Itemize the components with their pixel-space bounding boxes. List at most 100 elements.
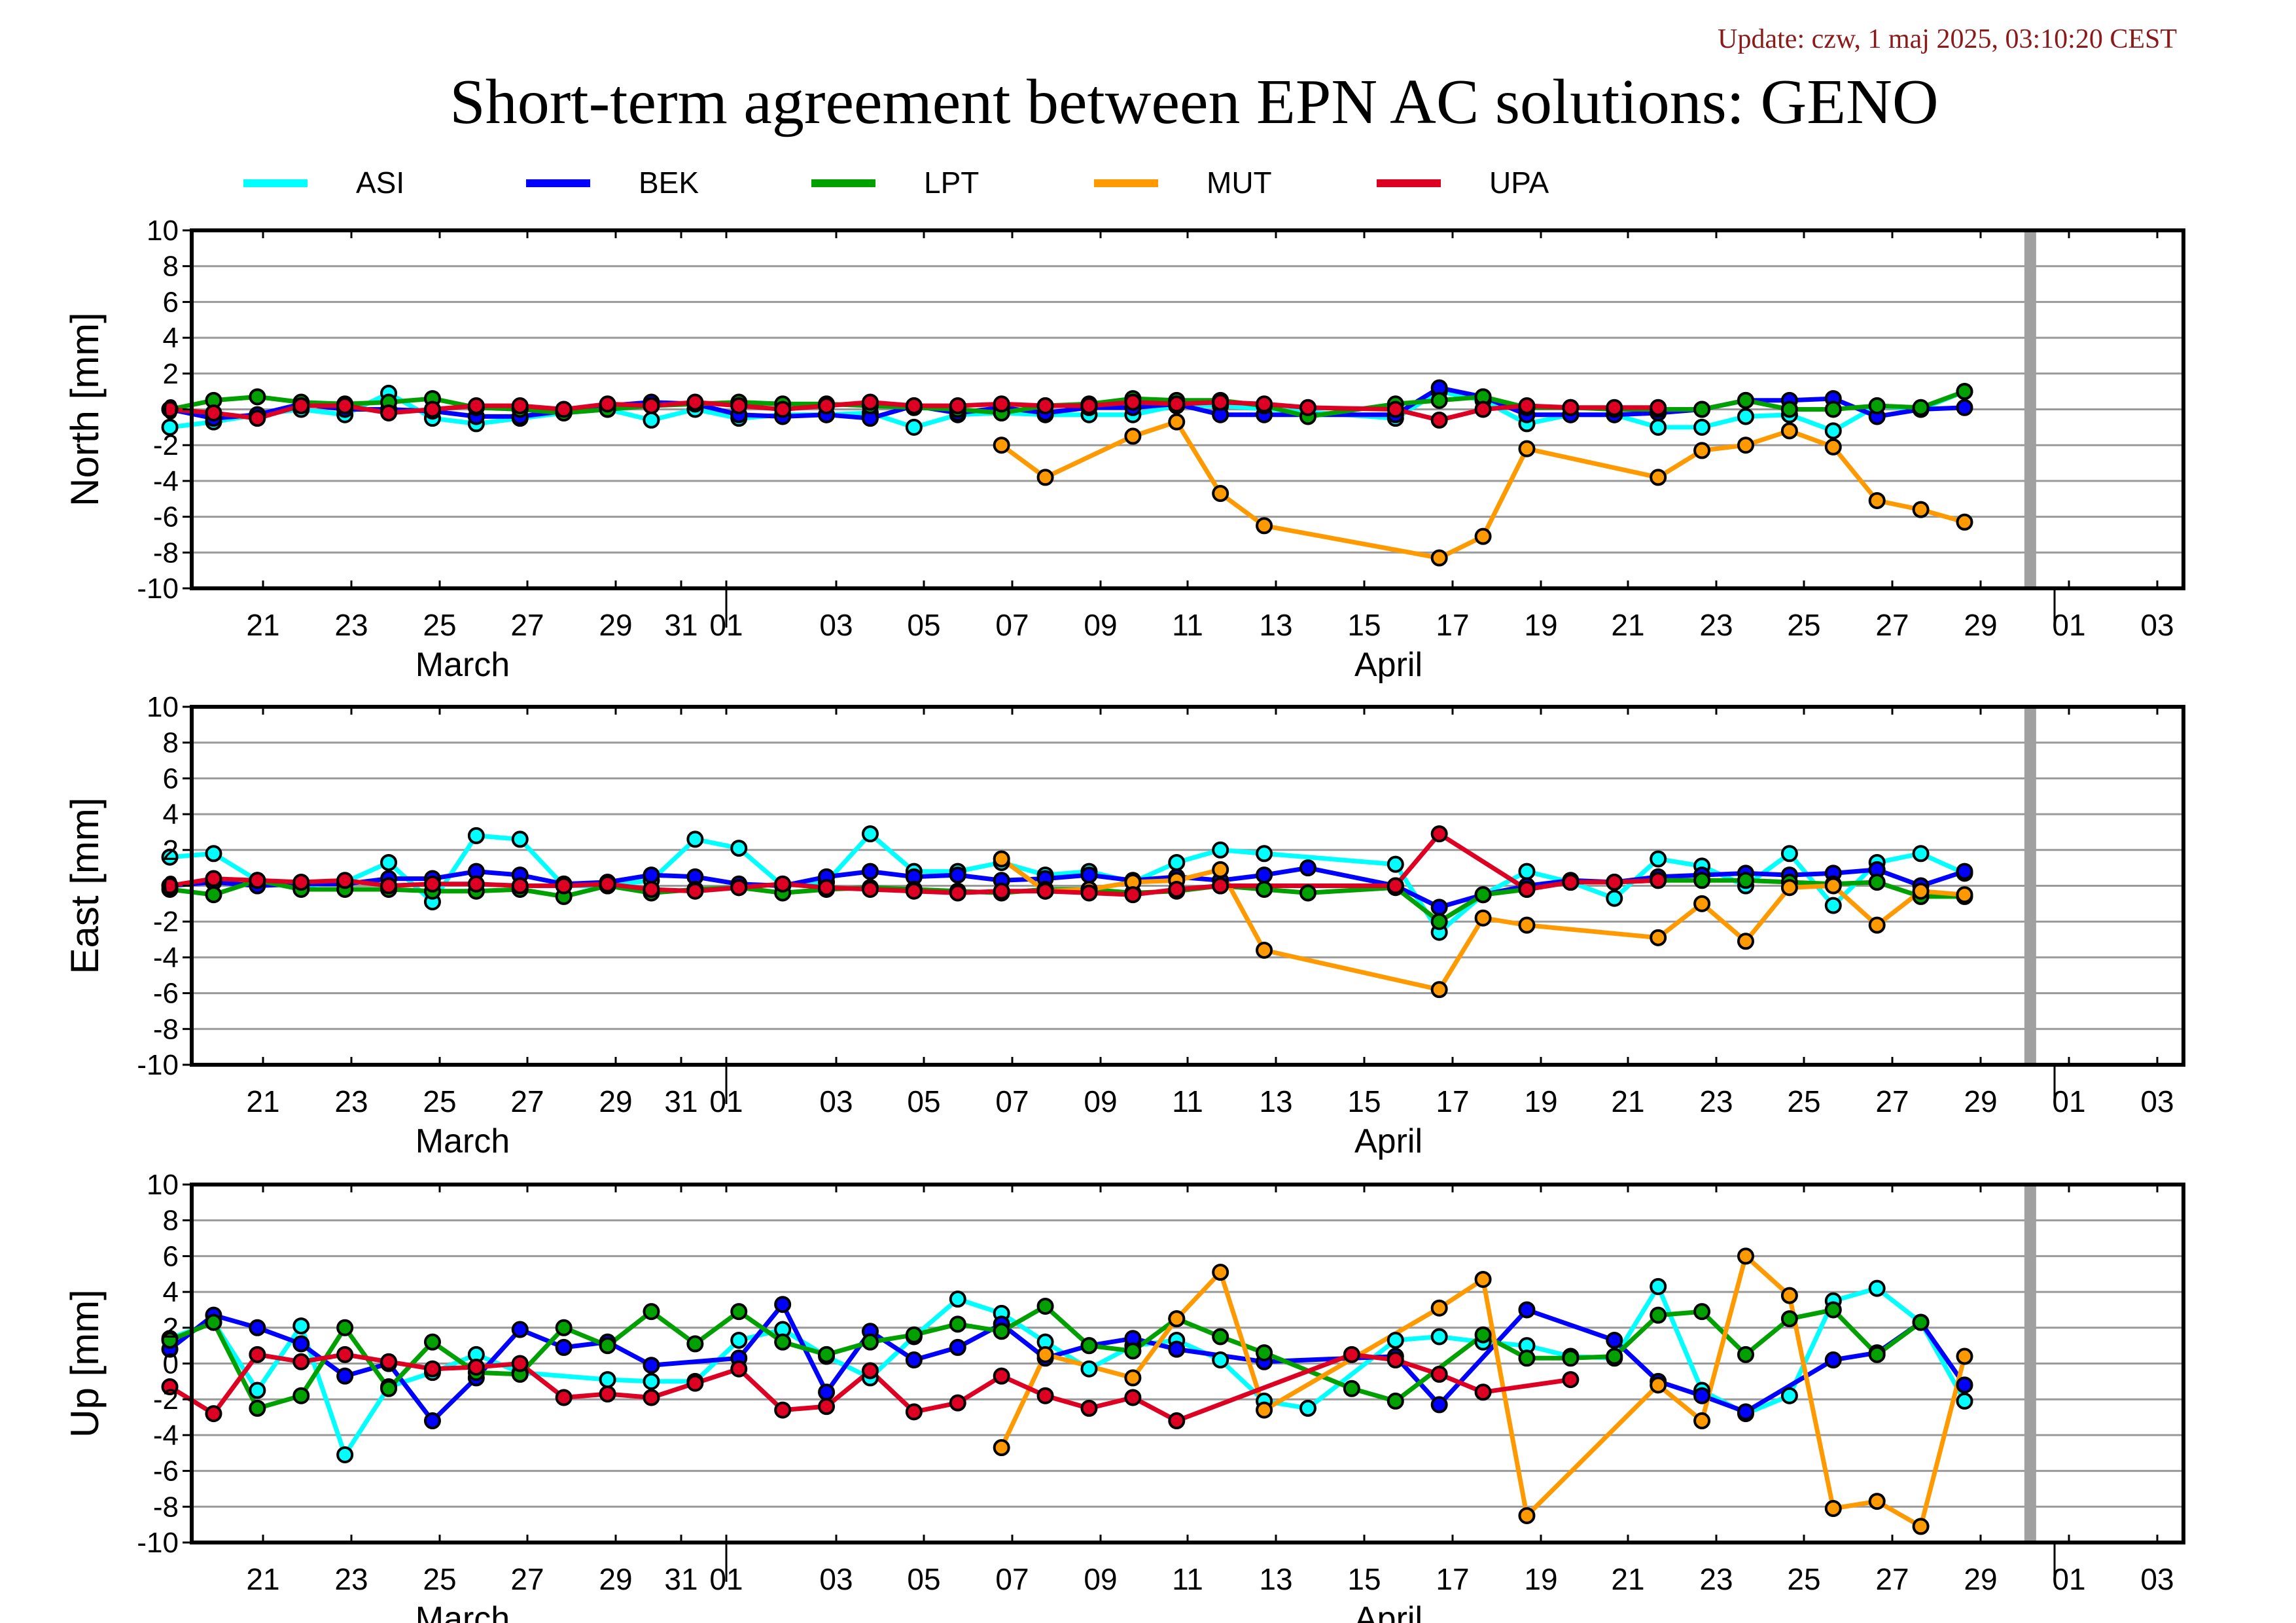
data-point-lpt — [1606, 1347, 1623, 1365]
x-tick-label: 09 — [1084, 608, 1117, 642]
data-point-mut — [1212, 1264, 1229, 1281]
data-point-upa — [161, 1378, 179, 1396]
x-tick-label: 19 — [1524, 608, 1557, 642]
y-tick-label: 0 — [163, 870, 179, 902]
data-point-upa — [774, 1401, 792, 1419]
data-point-mut — [1518, 916, 1536, 934]
legend-swatch-bek — [526, 179, 590, 187]
data-point-lpt — [1737, 872, 1754, 889]
data-point-bek — [1824, 1351, 1842, 1369]
data-point-lpt — [730, 1303, 748, 1321]
data-point-lpt — [1256, 1344, 1273, 1362]
y-tick-label: 6 — [163, 286, 179, 318]
data-point-upa — [249, 872, 266, 889]
data-point-mut — [1824, 877, 1842, 895]
data-point-asi — [1518, 863, 1536, 880]
data-point-upa — [467, 875, 485, 893]
data-point-mut — [1824, 438, 1842, 455]
data-point-lpt — [205, 1313, 222, 1331]
data-point-asi — [949, 1291, 966, 1308]
data-point-lpt — [249, 1399, 266, 1417]
legend-label-asi: ASI — [356, 166, 405, 200]
data-point-upa — [205, 870, 222, 887]
data-point-mut — [1737, 1247, 1754, 1265]
data-point-bek — [249, 1319, 266, 1336]
data-point-upa — [949, 1394, 966, 1412]
data-point-upa — [1124, 1389, 1142, 1406]
data-point-upa — [818, 1398, 836, 1416]
y-tick-label: 0 — [163, 1348, 179, 1380]
data-point-mut — [1868, 1493, 1886, 1510]
x-tick-label: 25 — [423, 608, 456, 642]
x-tick-label: 29 — [1964, 608, 1997, 642]
data-point-lpt — [774, 1333, 792, 1351]
data-point-lpt — [905, 1326, 923, 1344]
data-point-lpt — [1299, 884, 1316, 902]
data-point-lpt — [1562, 1349, 1580, 1367]
data-point-mut — [1256, 941, 1273, 959]
data-point-lpt — [292, 1387, 310, 1404]
data-point-lpt — [1124, 1342, 1142, 1360]
data-point-upa — [292, 874, 310, 891]
data-point-upa — [1168, 880, 1186, 898]
data-point-lpt — [1343, 1380, 1360, 1397]
y-tick-label: 10 — [147, 691, 179, 723]
y-tick-label: 2 — [163, 1312, 179, 1344]
x-tick-label: 11 — [1172, 1562, 1203, 1596]
x-tick-label: 13 — [1259, 1084, 1292, 1118]
x-tick-label: 23 — [1699, 1562, 1733, 1596]
data-point-mut — [1212, 485, 1229, 503]
data-point-upa — [1650, 872, 1667, 889]
data-point-asi — [1386, 855, 1404, 873]
x-tick-label: 01 — [709, 1562, 743, 1596]
x-tick-label: 23 — [334, 1084, 368, 1118]
data-point-upa — [1518, 397, 1536, 415]
data-point-lpt — [423, 1333, 441, 1351]
y-tick-label: -4 — [153, 942, 179, 974]
data-point-asi — [1606, 889, 1623, 907]
data-point-lpt — [1474, 886, 1492, 904]
data-point-mut — [1912, 882, 1930, 900]
series-line-asi — [169, 831, 1966, 935]
data-point-upa — [380, 1353, 398, 1370]
panel-north: 10 86 4 2 0-2 -4 -6 -8 -10 North [mm] 21 23 25 27 29 31… — [63, 215, 2185, 684]
data-point-asi — [1693, 418, 1711, 436]
data-point-upa — [1036, 882, 1054, 900]
data-point-asi — [1912, 845, 1930, 863]
data-point-mut — [1956, 513, 1973, 531]
y-tick-label: -10 — [137, 573, 179, 605]
data-point-upa — [1256, 395, 1273, 413]
y-tick-label: 0 — [163, 394, 179, 426]
data-point-upa — [467, 397, 485, 415]
x-tick-label: 17 — [1436, 1084, 1469, 1118]
y-tick-label: 10 — [147, 215, 179, 247]
data-point-lpt — [643, 1303, 660, 1321]
data-point-asi — [1650, 418, 1667, 436]
data-point-asi — [599, 1371, 616, 1389]
chart-title: Short-term agreement between EPN AC solu… — [450, 67, 1939, 137]
data-point-mut — [1518, 1507, 1536, 1524]
x-tick-label: 05 — [907, 1562, 940, 1596]
y-tick-label: -2 — [153, 429, 179, 461]
data-point-upa — [774, 875, 792, 893]
data-point-bek — [1737, 1403, 1754, 1421]
x-tick-label: 25 — [423, 1562, 456, 1596]
data-point-lpt — [1430, 913, 1448, 931]
data-point-upa — [730, 1360, 748, 1378]
data-point-asi — [336, 1446, 354, 1463]
data-point-asi — [249, 1382, 266, 1399]
data-point-lpt — [1693, 872, 1711, 889]
data-point-upa — [643, 397, 660, 415]
x-tick-label: 29 — [1964, 1084, 1997, 1118]
data-point-upa — [249, 1346, 266, 1363]
data-point-upa — [861, 393, 879, 411]
y-tick-label: -6 — [153, 1455, 179, 1488]
data-point-lpt — [380, 1380, 398, 1397]
data-point-upa — [993, 395, 1010, 413]
data-point-asi — [1386, 1331, 1404, 1349]
data-point-mut — [1956, 1347, 1973, 1365]
x-tick-label: 03 — [2140, 1562, 2174, 1596]
data-point-upa — [730, 397, 748, 415]
data-point-mut — [1737, 437, 1754, 454]
